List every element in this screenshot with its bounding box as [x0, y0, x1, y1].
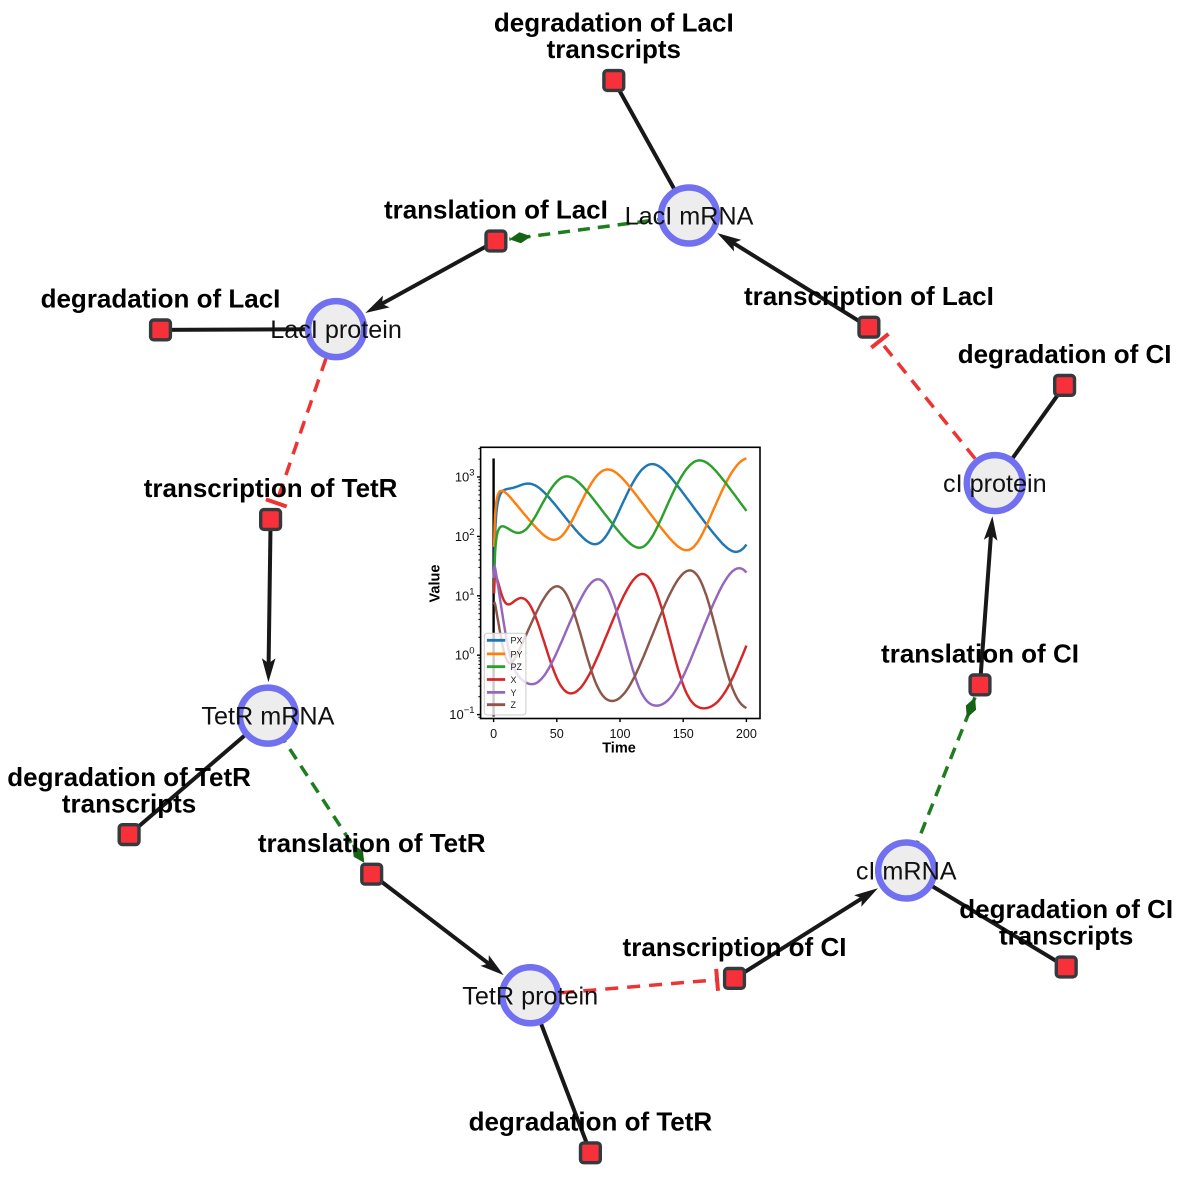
svg-text:translation of CI: translation of CI — [881, 639, 1079, 669]
svg-text:translation of TetR: translation of TetR — [258, 828, 486, 858]
svg-text:PY: PY — [511, 649, 523, 659]
svg-text:PX: PX — [511, 636, 523, 646]
svg-text:TetR mRNA: TetR mRNA — [201, 703, 334, 731]
svg-text:200: 200 — [736, 727, 757, 741]
svg-text:100: 100 — [609, 727, 630, 741]
svg-text:translation of LacI: translation of LacI — [384, 195, 608, 225]
svg-text:transcription of CI: transcription of CI — [623, 932, 847, 962]
svg-text:0: 0 — [490, 727, 497, 741]
svg-text:X: X — [511, 675, 517, 685]
svg-text:TetR protein: TetR protein — [462, 982, 598, 1010]
svg-text:Z: Z — [511, 700, 517, 710]
svg-text:transcripts: transcripts — [62, 788, 196, 818]
svg-text:degradation of CI: degradation of CI — [958, 339, 1172, 369]
svg-text:LacI mRNA: LacI mRNA — [625, 203, 754, 231]
svg-text:Y: Y — [511, 688, 517, 698]
svg-text:LacI protein: LacI protein — [270, 316, 402, 344]
svg-text:transcription of LacI: transcription of LacI — [744, 281, 994, 311]
svg-text:degradation of LacI: degradation of LacI — [494, 8, 734, 38]
svg-text:degradation of LacI: degradation of LacI — [41, 284, 281, 314]
svg-text:degradation of TetR: degradation of TetR — [7, 762, 251, 792]
svg-text:cI mRNA: cI mRNA — [856, 858, 957, 886]
svg-text:PZ: PZ — [511, 662, 523, 672]
svg-text:transcripts: transcripts — [547, 34, 681, 64]
svg-text:Time: Time — [602, 741, 636, 757]
svg-text:Value: Value — [428, 565, 444, 603]
svg-text:transcription of TetR: transcription of TetR — [144, 473, 398, 503]
svg-text:cI protein: cI protein — [943, 470, 1047, 498]
svg-text:transcripts: transcripts — [999, 921, 1133, 951]
svg-text:150: 150 — [673, 727, 694, 741]
svg-text:degradation of TetR: degradation of TetR — [469, 1107, 713, 1137]
svg-text:degradation of CI: degradation of CI — [959, 894, 1173, 924]
svg-text:50: 50 — [550, 727, 564, 741]
